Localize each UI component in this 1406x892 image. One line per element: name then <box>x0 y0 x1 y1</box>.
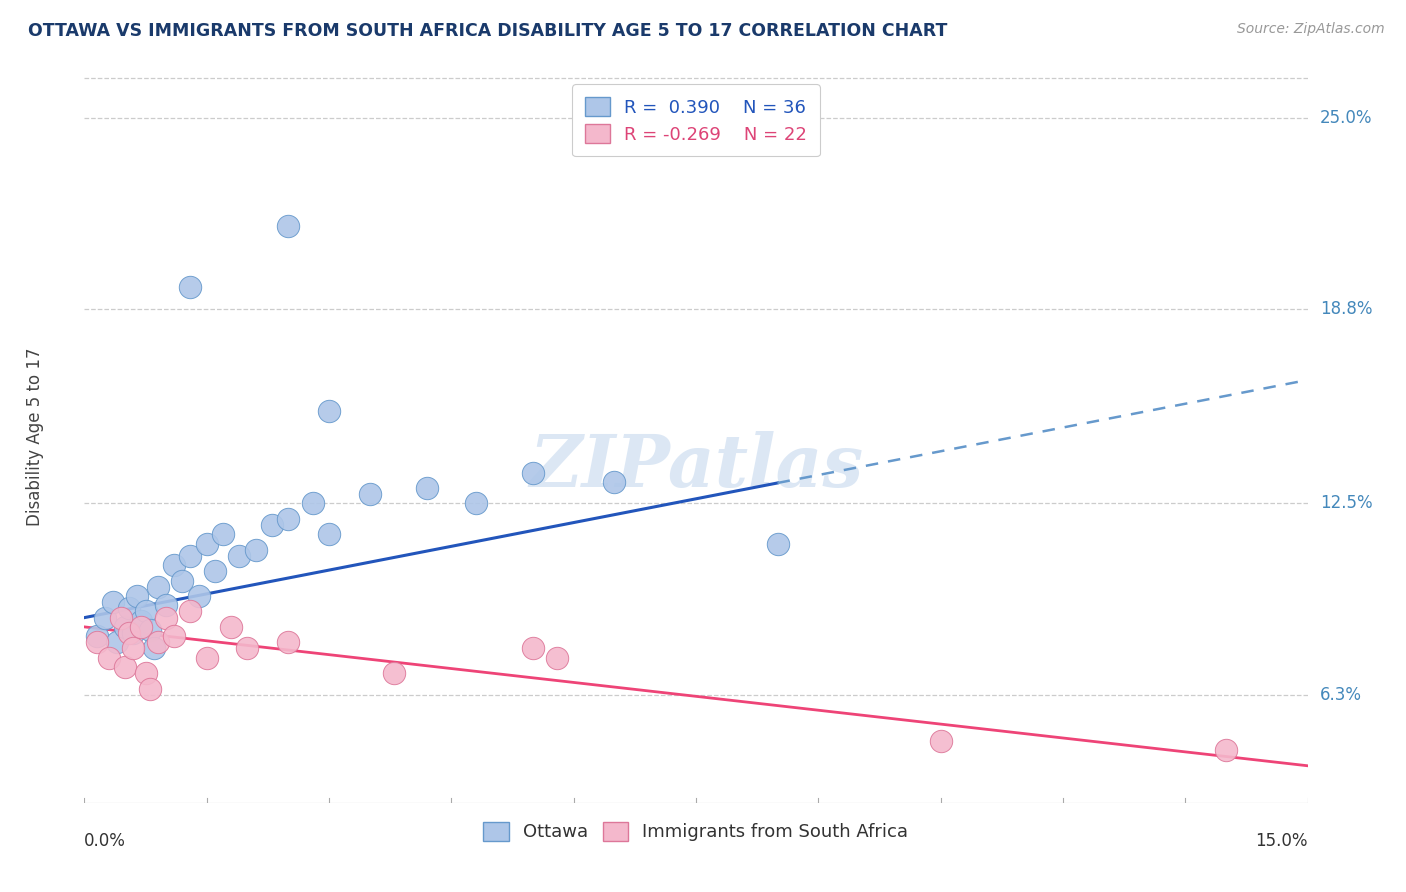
Point <box>138 681 160 696</box>
Point <box>101 595 124 609</box>
Text: 6.3%: 6.3% <box>1320 686 1362 704</box>
Point <box>522 641 544 656</box>
Point <box>155 599 177 613</box>
Point <box>219 620 242 634</box>
Legend: Ottawa, Immigrants from South Africa: Ottawa, Immigrants from South Africa <box>477 814 915 848</box>
Point <box>86 629 108 643</box>
Point <box>122 626 145 640</box>
Point <box>277 219 299 233</box>
Point <box>766 536 789 550</box>
Point <box>522 466 544 480</box>
Point <box>118 601 141 615</box>
Text: OTTAWA VS IMMIGRANTS FROM SOUTH AFRICA DISABILITY AGE 5 TO 17 CORRELATION CHART: OTTAWA VS IMMIGRANTS FROM SOUTH AFRICA D… <box>28 22 948 40</box>
Point <box>155 610 177 624</box>
Point <box>416 481 439 495</box>
Point <box>114 620 136 634</box>
Point <box>195 536 218 550</box>
Point <box>929 734 952 748</box>
Text: 18.8%: 18.8% <box>1320 300 1372 318</box>
Point <box>142 641 165 656</box>
Text: Source: ZipAtlas.com: Source: ZipAtlas.com <box>1237 22 1385 37</box>
Point <box>135 604 157 618</box>
Point <box>179 280 201 294</box>
Point <box>131 620 153 634</box>
Point <box>146 635 169 649</box>
Point <box>127 589 149 603</box>
Point <box>163 558 186 573</box>
Text: 25.0%: 25.0% <box>1320 109 1372 127</box>
Point <box>359 487 381 501</box>
Point <box>138 623 160 637</box>
Point <box>277 512 299 526</box>
Text: Disability Age 5 to 17: Disability Age 5 to 17 <box>27 348 45 526</box>
Point <box>93 610 115 624</box>
Point <box>118 626 141 640</box>
Point <box>131 614 153 628</box>
Point <box>86 635 108 649</box>
Point <box>301 496 323 510</box>
Point <box>122 641 145 656</box>
Point <box>135 666 157 681</box>
Point <box>260 518 283 533</box>
Text: 0.0%: 0.0% <box>84 832 127 850</box>
Point <box>382 666 405 681</box>
Text: ZIPatlas: ZIPatlas <box>529 431 863 502</box>
Point <box>228 549 250 563</box>
Point <box>464 496 486 510</box>
Point <box>97 650 120 665</box>
Point <box>212 527 235 541</box>
Point <box>318 527 340 541</box>
Point <box>236 641 259 656</box>
Point <box>546 650 568 665</box>
Point <box>277 635 299 649</box>
Point <box>179 604 201 618</box>
Point <box>146 580 169 594</box>
Point <box>603 475 626 489</box>
Point <box>1215 743 1237 757</box>
Text: 15.0%: 15.0% <box>1256 832 1308 850</box>
Point <box>179 549 201 563</box>
Point <box>187 589 209 603</box>
Point <box>105 635 128 649</box>
Point <box>204 565 226 579</box>
Point <box>172 574 194 588</box>
Point <box>318 404 340 418</box>
Text: 12.5%: 12.5% <box>1320 494 1372 512</box>
Point <box>245 542 267 557</box>
Point <box>195 650 218 665</box>
Point <box>114 660 136 674</box>
Point <box>163 629 186 643</box>
Point <box>110 610 132 624</box>
